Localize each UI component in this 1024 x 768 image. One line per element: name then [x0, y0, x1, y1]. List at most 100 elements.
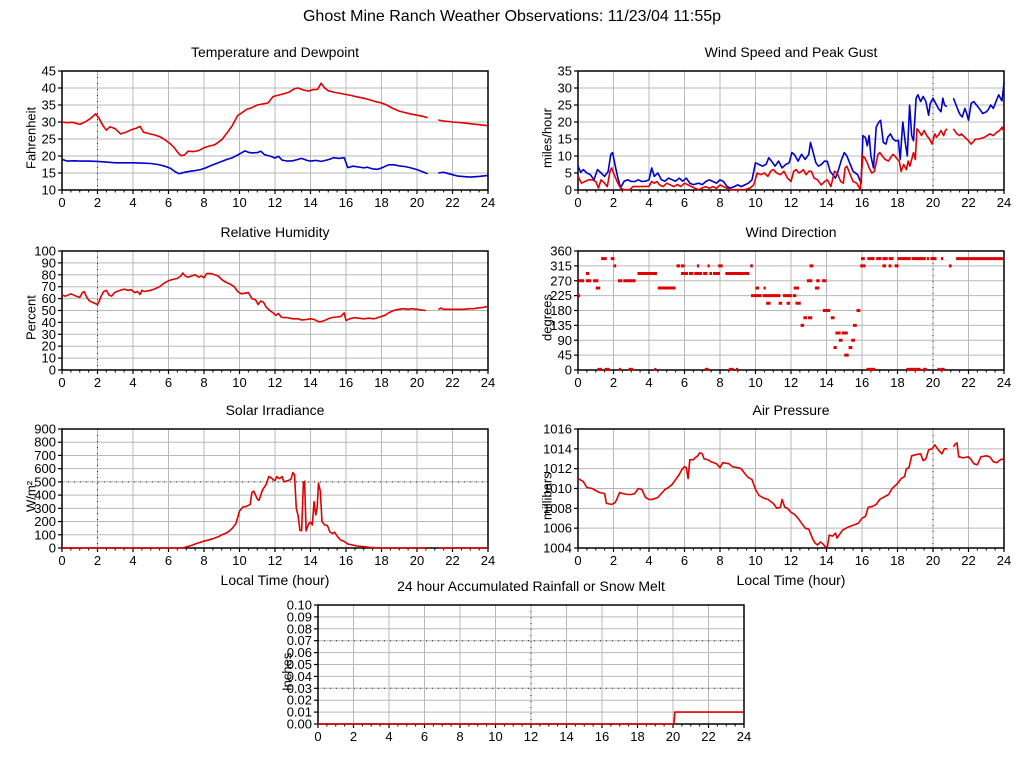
svg-text:70: 70: [42, 279, 56, 294]
svg-text:0: 0: [314, 729, 321, 744]
svg-text:16: 16: [855, 195, 869, 210]
svg-text:15: 15: [558, 132, 572, 147]
svg-text:8: 8: [200, 553, 207, 568]
svg-text:50: 50: [42, 303, 56, 318]
svg-text:600: 600: [34, 461, 56, 476]
air-pressure-plot: 0 2 4 6 8 10 12 14 16 18 20 22 241004100610081010101…: [543, 422, 1011, 569]
svg-text:18: 18: [890, 553, 904, 568]
svg-text:18: 18: [374, 375, 388, 390]
svg-text:700: 700: [34, 448, 56, 463]
svg-text:900: 900: [34, 422, 56, 437]
svg-text:4: 4: [385, 729, 392, 744]
svg-text:0.02: 0.02: [287, 693, 312, 708]
svg-text:0: 0: [49, 363, 56, 378]
svg-text:10: 10: [558, 149, 572, 164]
svg-text:45: 45: [558, 348, 572, 363]
svg-text:6: 6: [165, 553, 172, 568]
svg-text:6: 6: [165, 375, 172, 390]
svg-text:14: 14: [303, 553, 317, 568]
svg-text:22: 22: [445, 375, 459, 390]
chart-rainfall: 24 hour Accumulated Rainfall or Snow Mel…: [276, 578, 768, 748]
x-axis-label: Local Time (hour): [736, 572, 846, 588]
svg-text:4: 4: [645, 553, 652, 568]
svg-text:16: 16: [339, 195, 353, 210]
svg-text:90: 90: [558, 333, 572, 348]
svg-text:0.04: 0.04: [287, 669, 312, 684]
svg-text:12: 12: [268, 553, 282, 568]
svg-text:6: 6: [421, 729, 428, 744]
svg-text:8: 8: [200, 375, 207, 390]
svg-text:18: 18: [890, 375, 904, 390]
svg-text:8: 8: [716, 553, 723, 568]
chart-title: Air Pressure: [752, 402, 830, 418]
svg-text:22: 22: [961, 375, 975, 390]
svg-text:20: 20: [42, 149, 56, 164]
svg-text:22: 22: [961, 553, 975, 568]
chart-wind-direction: Wind Direction degrees 0 2 4 6 8 10 12 14 16 18 20…: [536, 224, 1024, 394]
svg-text:6: 6: [681, 553, 688, 568]
svg-text:1014: 1014: [543, 441, 572, 456]
page-title: Ghost Mine Ranch Weather Observations: 1…: [302, 8, 722, 25]
svg-text:12: 12: [268, 195, 282, 210]
svg-text:24: 24: [481, 553, 495, 568]
svg-text:24: 24: [481, 195, 495, 210]
svg-text:14: 14: [303, 375, 317, 390]
svg-text:15: 15: [42, 166, 56, 181]
chart-title: Relative Humidity: [220, 224, 330, 240]
svg-text:20: 20: [926, 553, 940, 568]
svg-text:22: 22: [445, 195, 459, 210]
svg-text:10: 10: [232, 195, 246, 210]
svg-text:2: 2: [610, 553, 617, 568]
svg-text:0.01: 0.01: [287, 705, 312, 720]
svg-text:500: 500: [34, 474, 56, 489]
svg-text:0: 0: [58, 195, 65, 210]
svg-text:4: 4: [129, 195, 136, 210]
svg-text:20: 20: [410, 553, 424, 568]
svg-text:24: 24: [737, 729, 751, 744]
svg-text:18: 18: [374, 195, 388, 210]
svg-text:25: 25: [42, 132, 56, 147]
rainfall-plot: 0 2 4 6 8 10 12 14 16 18 20 22 240.000.010.020.030.0…: [287, 598, 752, 745]
svg-text:10: 10: [748, 375, 762, 390]
svg-text:8: 8: [456, 729, 463, 744]
svg-text:24: 24: [997, 553, 1011, 568]
svg-text:45: 45: [42, 64, 56, 79]
svg-text:225: 225: [550, 288, 572, 303]
svg-text:30: 30: [42, 327, 56, 342]
svg-text:16: 16: [595, 729, 609, 744]
chart-air-pressure: Air Pressure millibars 0 2 4 6 8 10 12 14 16 18 20…: [536, 402, 1024, 592]
svg-text:1012: 1012: [543, 461, 572, 476]
svg-text:6: 6: [681, 375, 688, 390]
svg-text:300: 300: [34, 501, 56, 516]
svg-text:14: 14: [303, 195, 317, 210]
svg-text:0: 0: [574, 375, 581, 390]
svg-text:20: 20: [926, 375, 940, 390]
chart-title: 24 hour Accumulated Rainfall or Snow Mel…: [397, 578, 665, 594]
svg-text:2: 2: [610, 195, 617, 210]
svg-text:1016: 1016: [543, 422, 572, 437]
chart-title: Wind Direction: [745, 224, 837, 240]
svg-text:24: 24: [997, 195, 1011, 210]
svg-text:10: 10: [748, 195, 762, 210]
svg-text:10: 10: [232, 375, 246, 390]
svg-text:315: 315: [550, 258, 572, 273]
svg-text:2: 2: [610, 375, 617, 390]
svg-text:0.10: 0.10: [287, 598, 312, 613]
svg-text:18: 18: [630, 729, 644, 744]
svg-text:20: 20: [926, 195, 940, 210]
svg-text:35: 35: [558, 64, 572, 79]
svg-text:10: 10: [232, 553, 246, 568]
svg-text:0.09: 0.09: [287, 609, 312, 624]
svg-text:90: 90: [42, 255, 56, 270]
svg-text:20: 20: [410, 375, 424, 390]
svg-text:1008: 1008: [543, 501, 572, 516]
svg-text:22: 22: [445, 553, 459, 568]
svg-text:6: 6: [681, 195, 688, 210]
svg-text:30: 30: [42, 115, 56, 130]
svg-text:135: 135: [550, 318, 572, 333]
svg-text:14: 14: [559, 729, 573, 744]
